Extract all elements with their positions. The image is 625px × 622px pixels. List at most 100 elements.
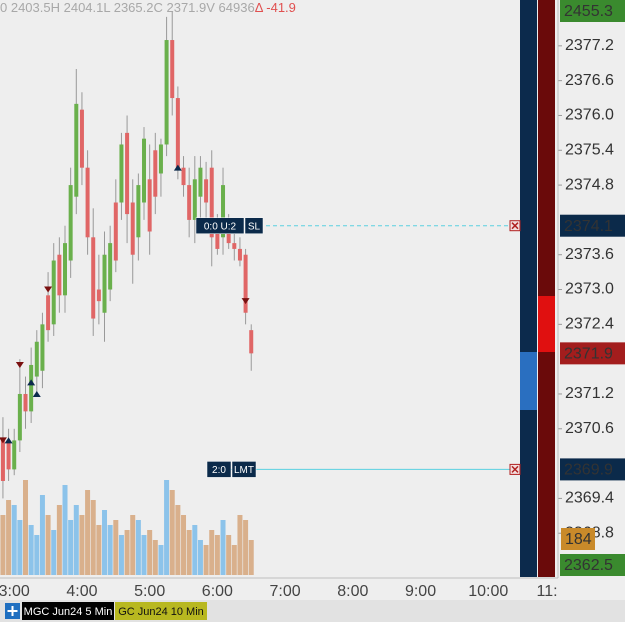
x-tick-label: 4:00 xyxy=(66,583,97,600)
candle-body xyxy=(74,103,79,197)
x-tick-label: 7:00 xyxy=(270,583,301,600)
volume-bar xyxy=(45,515,51,575)
candle-body xyxy=(79,109,84,168)
volume-bar xyxy=(17,520,23,575)
volume-bar xyxy=(6,500,12,575)
x-tick-label: 6:00 xyxy=(202,583,233,600)
y-tick-label: 2370.6 xyxy=(565,420,614,437)
volume-bar xyxy=(79,515,85,575)
candle-body xyxy=(91,237,96,319)
order-price-label-box xyxy=(560,214,625,237)
cancel-icon xyxy=(511,465,519,473)
volume-bar xyxy=(220,520,226,575)
candle-body xyxy=(113,202,118,261)
dom-ask-highlight xyxy=(538,296,555,352)
candle-body xyxy=(187,185,192,220)
order-tag-box xyxy=(231,461,257,478)
candle-body xyxy=(57,254,62,296)
tab-label: GC Jun24 10 Min xyxy=(118,606,204,618)
candle-body xyxy=(68,185,73,261)
volume-bar xyxy=(209,530,215,575)
order-tag: SL xyxy=(248,221,261,232)
change-text: Δ -41.9 xyxy=(255,0,296,15)
volume-bar xyxy=(164,480,170,575)
order-tag-box xyxy=(206,461,232,478)
order-tag: LMT xyxy=(234,465,254,476)
candle-body xyxy=(23,393,28,412)
candle-body xyxy=(221,185,226,238)
candle-body xyxy=(12,440,17,470)
edge-price-label: 2362.5 xyxy=(564,557,613,574)
candle-body xyxy=(108,243,113,290)
candle-body xyxy=(175,98,180,168)
y-tick-label: 2373.6 xyxy=(565,246,614,263)
x-tick-label: 11:00 xyxy=(537,583,576,600)
volume-bar xyxy=(175,505,181,575)
volume-bar xyxy=(147,530,153,575)
volume-bar xyxy=(102,510,108,575)
edge-price-label: 2455.3 xyxy=(564,3,613,20)
y-tick-label: 2375.4 xyxy=(565,141,614,158)
order-price-label-box xyxy=(560,458,625,481)
candle-body xyxy=(136,185,141,238)
volume-bar xyxy=(135,520,141,575)
tab-active[interactable] xyxy=(22,602,114,620)
volume-bar xyxy=(96,525,102,575)
y-tick-label: 2372.4 xyxy=(565,316,614,333)
candle-body xyxy=(63,243,68,296)
volume-bar xyxy=(141,535,147,575)
edge-price-label-box xyxy=(560,554,625,576)
volume-bar xyxy=(158,545,164,575)
buy-marker xyxy=(173,164,182,171)
dom-bid-column xyxy=(520,0,537,577)
volume-bar xyxy=(34,535,40,575)
y-tick-label: 2376.0 xyxy=(565,107,614,124)
candle-body xyxy=(29,364,34,412)
y-tick-label: 2373.0 xyxy=(565,281,614,298)
volume-bar xyxy=(73,505,79,575)
candle-body xyxy=(51,260,56,325)
volume-bar xyxy=(56,505,62,575)
volume-bar xyxy=(124,530,130,575)
candle-body xyxy=(215,231,220,249)
candle-body xyxy=(226,231,231,244)
volume-bar xyxy=(214,535,220,575)
y-tick-label: 2377.2 xyxy=(565,37,614,54)
volume-bar xyxy=(23,480,29,575)
volume-bar xyxy=(28,525,34,575)
volume-bar xyxy=(11,505,17,575)
buy-marker xyxy=(32,390,41,397)
buy-marker xyxy=(4,437,13,444)
volume-bar xyxy=(181,515,187,575)
volume-bar xyxy=(248,540,254,575)
candle-body xyxy=(46,295,51,331)
volume-bar xyxy=(231,545,237,575)
x-tick-label: 3:00 xyxy=(0,583,30,600)
volume-bar xyxy=(68,520,74,575)
price-axis: 2377.2 2376.6 2376.0 2375.4 2374.8 2373.6 2373… xyxy=(558,0,625,576)
order-tag-box xyxy=(195,217,245,234)
candle-body xyxy=(119,144,124,203)
candle-body xyxy=(85,167,90,238)
x-tick-label: 10:00 xyxy=(468,583,508,600)
cancel-icon xyxy=(511,222,519,230)
tab[interactable] xyxy=(115,602,207,620)
y-tick-label: 2376.6 xyxy=(565,72,614,89)
volume-bar xyxy=(85,490,91,575)
volume-bar xyxy=(62,485,68,575)
candle-body xyxy=(142,138,147,203)
candle-body xyxy=(147,179,152,232)
candle-body xyxy=(153,150,158,197)
order-tag-box xyxy=(244,217,264,234)
candle-body xyxy=(237,248,242,261)
candle-body xyxy=(102,254,107,313)
volume-bar xyxy=(243,520,249,575)
last-price-label: 2371.9 xyxy=(564,346,613,363)
plot-area: 3:00 4:00 5:00 6:00 7:00 8:00 9:00 10:00 11:00 xyxy=(0,11,576,600)
volume-bar xyxy=(237,515,243,575)
candle-body xyxy=(170,40,175,99)
volume-bar xyxy=(90,500,96,575)
ohlc-text: 0 2403.5H 2404.1L 2365.2C 2371.9V 64936 xyxy=(0,0,255,15)
candle-body xyxy=(181,167,186,186)
